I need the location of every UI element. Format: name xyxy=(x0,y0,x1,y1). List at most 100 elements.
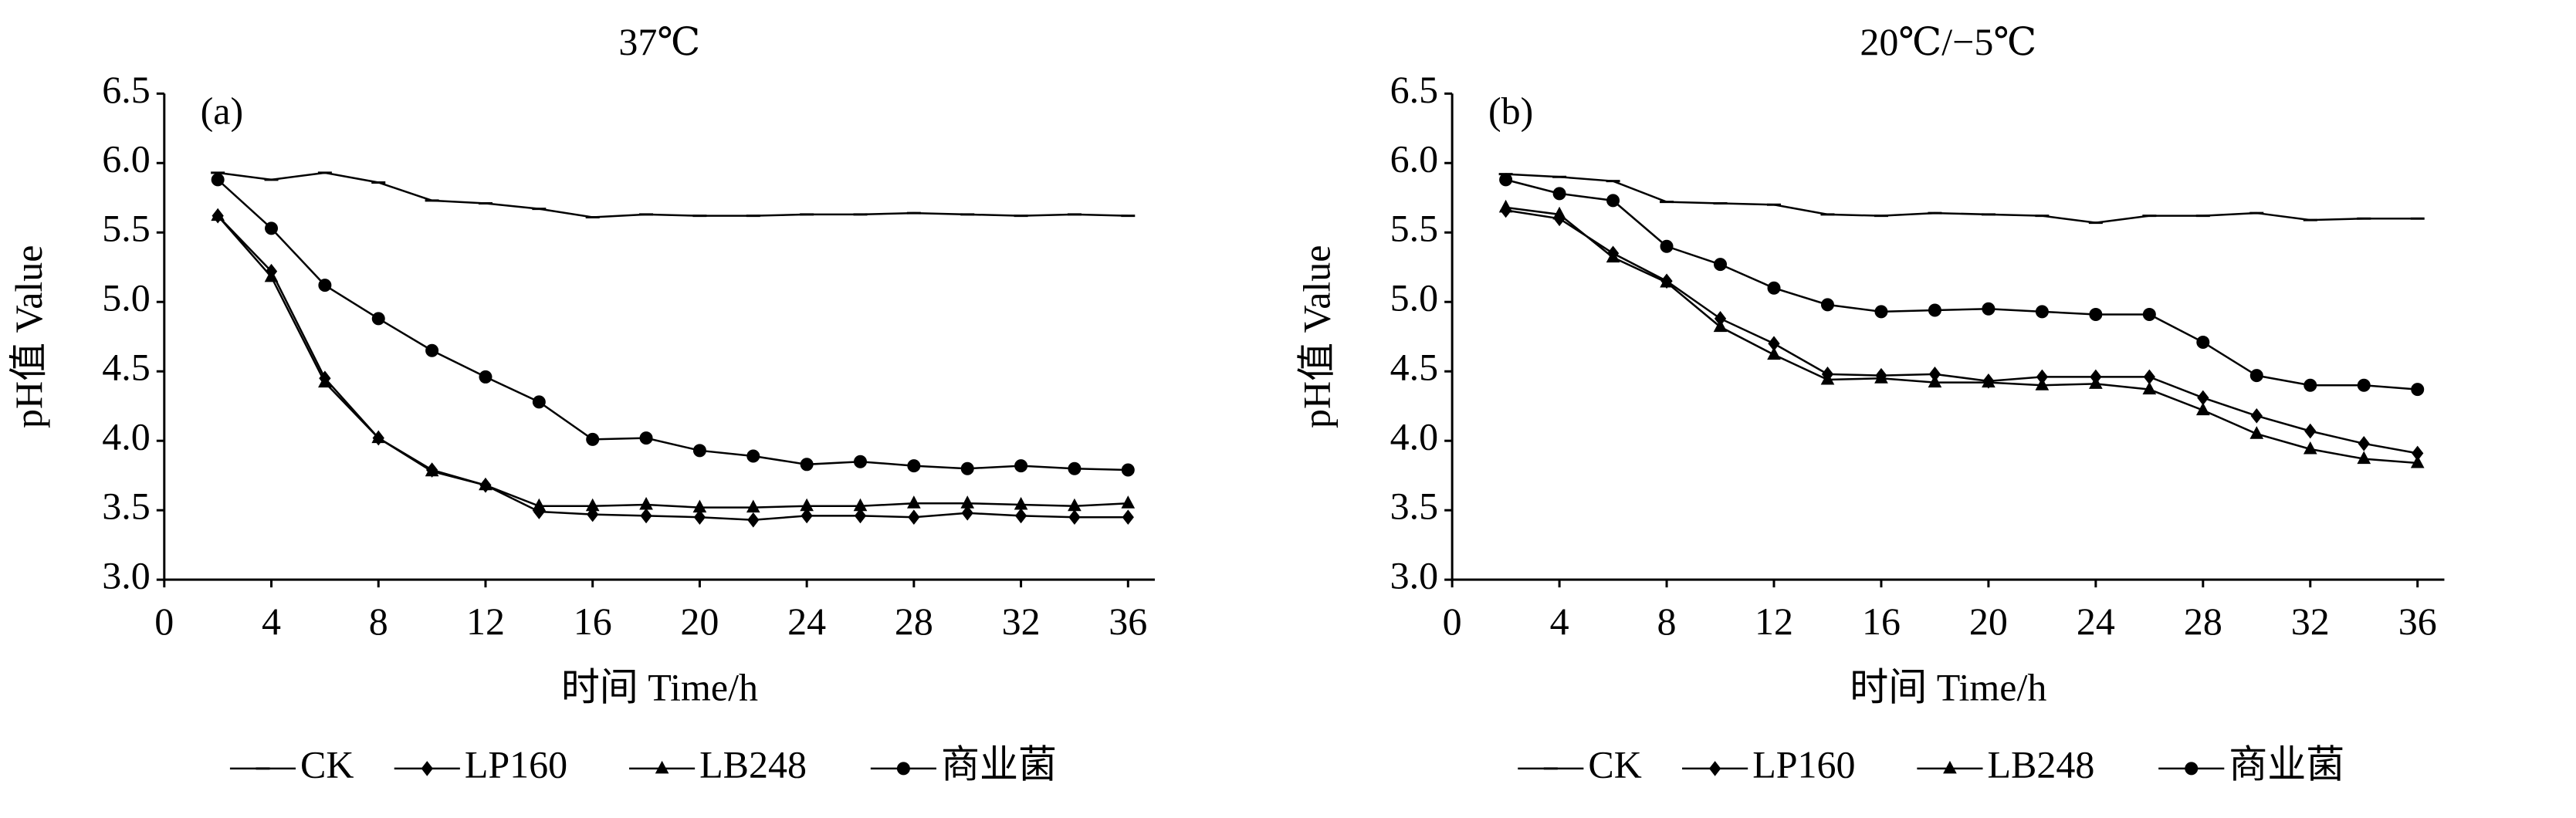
y-tick-label: 3.0 xyxy=(1390,554,1439,597)
marker xyxy=(2411,383,2425,397)
y-axis-label: pH值 Value xyxy=(1295,245,1338,428)
x-tick-label: 8 xyxy=(369,600,388,643)
marker xyxy=(746,499,760,513)
marker xyxy=(2035,377,2050,390)
legend-label: LB248 xyxy=(1987,742,2094,786)
marker xyxy=(1068,509,1081,526)
x-tick-label: 20 xyxy=(1969,600,2008,643)
marker xyxy=(2250,408,2263,424)
x-tick-label: 16 xyxy=(1862,600,1901,643)
x-tick-label: 8 xyxy=(1657,600,1677,643)
x-tick-label: 28 xyxy=(895,600,933,643)
y-tick-label: 3.5 xyxy=(102,485,151,528)
y-tick-label: 4.0 xyxy=(1390,415,1439,458)
series-line xyxy=(1505,173,2418,224)
legend-label: LB248 xyxy=(699,742,807,786)
marker xyxy=(960,495,975,509)
marker xyxy=(907,495,921,509)
marker xyxy=(2249,426,2264,439)
marker xyxy=(1606,249,1620,263)
marker xyxy=(801,508,813,524)
marker xyxy=(1552,187,1566,201)
legend-marker xyxy=(421,761,433,776)
marker xyxy=(1606,194,1620,208)
y-tick-label: 6.0 xyxy=(102,137,151,181)
marker xyxy=(1767,346,1781,360)
x-tick-label: 12 xyxy=(466,600,505,643)
x-tick-label: 4 xyxy=(1550,600,1569,643)
series-line xyxy=(1505,178,2418,390)
marker xyxy=(908,509,920,526)
x-tick-label: 28 xyxy=(2184,600,2222,643)
legend-label: LP160 xyxy=(465,742,567,786)
marker xyxy=(692,444,706,458)
marker xyxy=(425,343,439,357)
legend-marker xyxy=(896,762,910,776)
marker xyxy=(1121,495,1136,509)
x-tick-label: 36 xyxy=(2398,600,2437,643)
marker xyxy=(1713,319,1728,333)
marker xyxy=(1660,274,1674,288)
series-line xyxy=(217,215,1129,522)
marker xyxy=(1122,509,1134,526)
marker xyxy=(2035,305,2049,319)
marker xyxy=(586,432,600,446)
legend-label: 商业菌 xyxy=(941,742,1057,786)
x-tick-label: 0 xyxy=(1443,600,1462,643)
marker xyxy=(371,430,386,444)
marker xyxy=(211,173,225,187)
marker xyxy=(2142,307,2156,321)
marker xyxy=(640,508,652,524)
x-tick-label: 0 xyxy=(154,600,174,643)
marker xyxy=(747,512,760,528)
marker xyxy=(693,509,706,526)
marker xyxy=(1014,459,1028,473)
marker xyxy=(1982,374,1995,388)
marker xyxy=(1982,302,1995,316)
x-tick-label: 36 xyxy=(1109,600,1147,643)
marker xyxy=(907,459,921,473)
marker xyxy=(2142,381,2157,395)
marker xyxy=(2195,402,2210,416)
marker xyxy=(211,208,225,221)
marker xyxy=(2089,307,2103,321)
series-line xyxy=(217,178,1129,472)
y-tick-label: 5.5 xyxy=(1390,207,1439,250)
marker xyxy=(318,374,332,388)
marker xyxy=(1714,258,1728,272)
x-tick-label: 24 xyxy=(787,600,826,643)
marker xyxy=(639,496,653,510)
y-tick-label: 4.5 xyxy=(102,346,151,389)
y-tick-label: 6.0 xyxy=(1390,137,1439,181)
x-tick-label: 16 xyxy=(574,600,612,643)
y-axis-label: pH值 Value xyxy=(7,245,50,428)
marker xyxy=(2249,369,2263,383)
legend-label: CK xyxy=(300,742,354,786)
y-tick-label: 6.5 xyxy=(1390,68,1439,111)
x-tick-label: 4 xyxy=(262,600,281,643)
marker xyxy=(854,508,867,524)
marker xyxy=(585,498,600,512)
legend-marker xyxy=(655,760,669,774)
x-tick-label: 24 xyxy=(2077,600,2115,643)
marker xyxy=(2357,451,2371,465)
marker xyxy=(1498,199,1513,213)
chart-title: 37℃ xyxy=(618,20,700,63)
x-tick-label: 12 xyxy=(1755,600,1793,643)
marker xyxy=(1928,303,1941,317)
marker xyxy=(2358,436,2370,451)
marker xyxy=(532,395,546,409)
marker xyxy=(960,461,974,475)
marker xyxy=(2410,455,2425,468)
marker xyxy=(639,431,653,445)
y-tick-label: 6.5 xyxy=(102,68,151,111)
marker xyxy=(692,499,707,513)
marker xyxy=(1068,498,1082,512)
marker xyxy=(1014,508,1027,524)
legend-marker xyxy=(1943,760,1957,774)
marker xyxy=(853,498,868,512)
marker xyxy=(853,455,867,468)
marker xyxy=(2304,423,2317,439)
legend-label: 商业菌 xyxy=(2229,742,2344,786)
